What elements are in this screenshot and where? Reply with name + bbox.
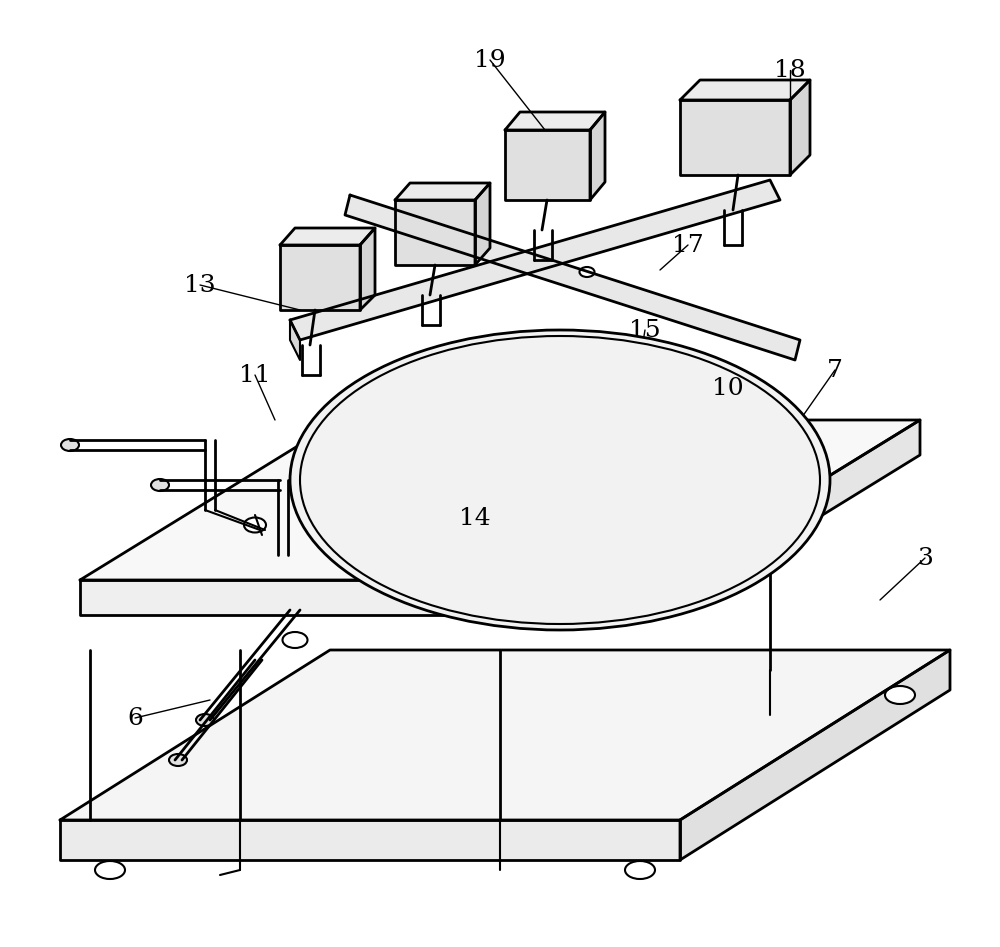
Polygon shape — [500, 420, 555, 445]
Polygon shape — [280, 245, 360, 310]
Polygon shape — [790, 80, 810, 175]
Polygon shape — [660, 420, 920, 615]
Polygon shape — [345, 195, 800, 360]
Polygon shape — [590, 112, 605, 200]
Text: 3: 3 — [917, 546, 933, 569]
Text: 15: 15 — [629, 318, 661, 342]
Polygon shape — [395, 183, 490, 200]
Ellipse shape — [885, 686, 915, 704]
Ellipse shape — [151, 479, 169, 491]
Polygon shape — [280, 228, 375, 245]
Polygon shape — [80, 580, 660, 615]
Text: 14: 14 — [459, 507, 491, 529]
Polygon shape — [505, 130, 590, 200]
Text: 10: 10 — [712, 377, 744, 400]
Text: 19: 19 — [474, 48, 506, 72]
Text: 7: 7 — [827, 359, 843, 382]
Text: 18: 18 — [774, 59, 806, 81]
Polygon shape — [80, 420, 920, 580]
Text: 13: 13 — [184, 274, 216, 296]
Polygon shape — [290, 320, 300, 360]
Ellipse shape — [283, 632, 308, 648]
Ellipse shape — [196, 714, 214, 726]
Polygon shape — [680, 100, 790, 175]
Polygon shape — [505, 112, 605, 130]
Ellipse shape — [61, 439, 79, 451]
Polygon shape — [360, 228, 375, 310]
Ellipse shape — [580, 267, 594, 277]
Ellipse shape — [625, 861, 655, 879]
Text: 17: 17 — [672, 234, 704, 257]
Text: 6: 6 — [127, 706, 143, 729]
Ellipse shape — [169, 754, 187, 766]
Polygon shape — [60, 650, 950, 820]
Polygon shape — [680, 80, 810, 100]
Ellipse shape — [95, 861, 125, 879]
Polygon shape — [290, 180, 780, 340]
Text: 11: 11 — [239, 364, 271, 386]
Polygon shape — [60, 820, 680, 860]
Ellipse shape — [290, 330, 830, 630]
Polygon shape — [395, 200, 475, 265]
Polygon shape — [475, 183, 490, 265]
Polygon shape — [680, 650, 950, 860]
Ellipse shape — [244, 517, 266, 532]
